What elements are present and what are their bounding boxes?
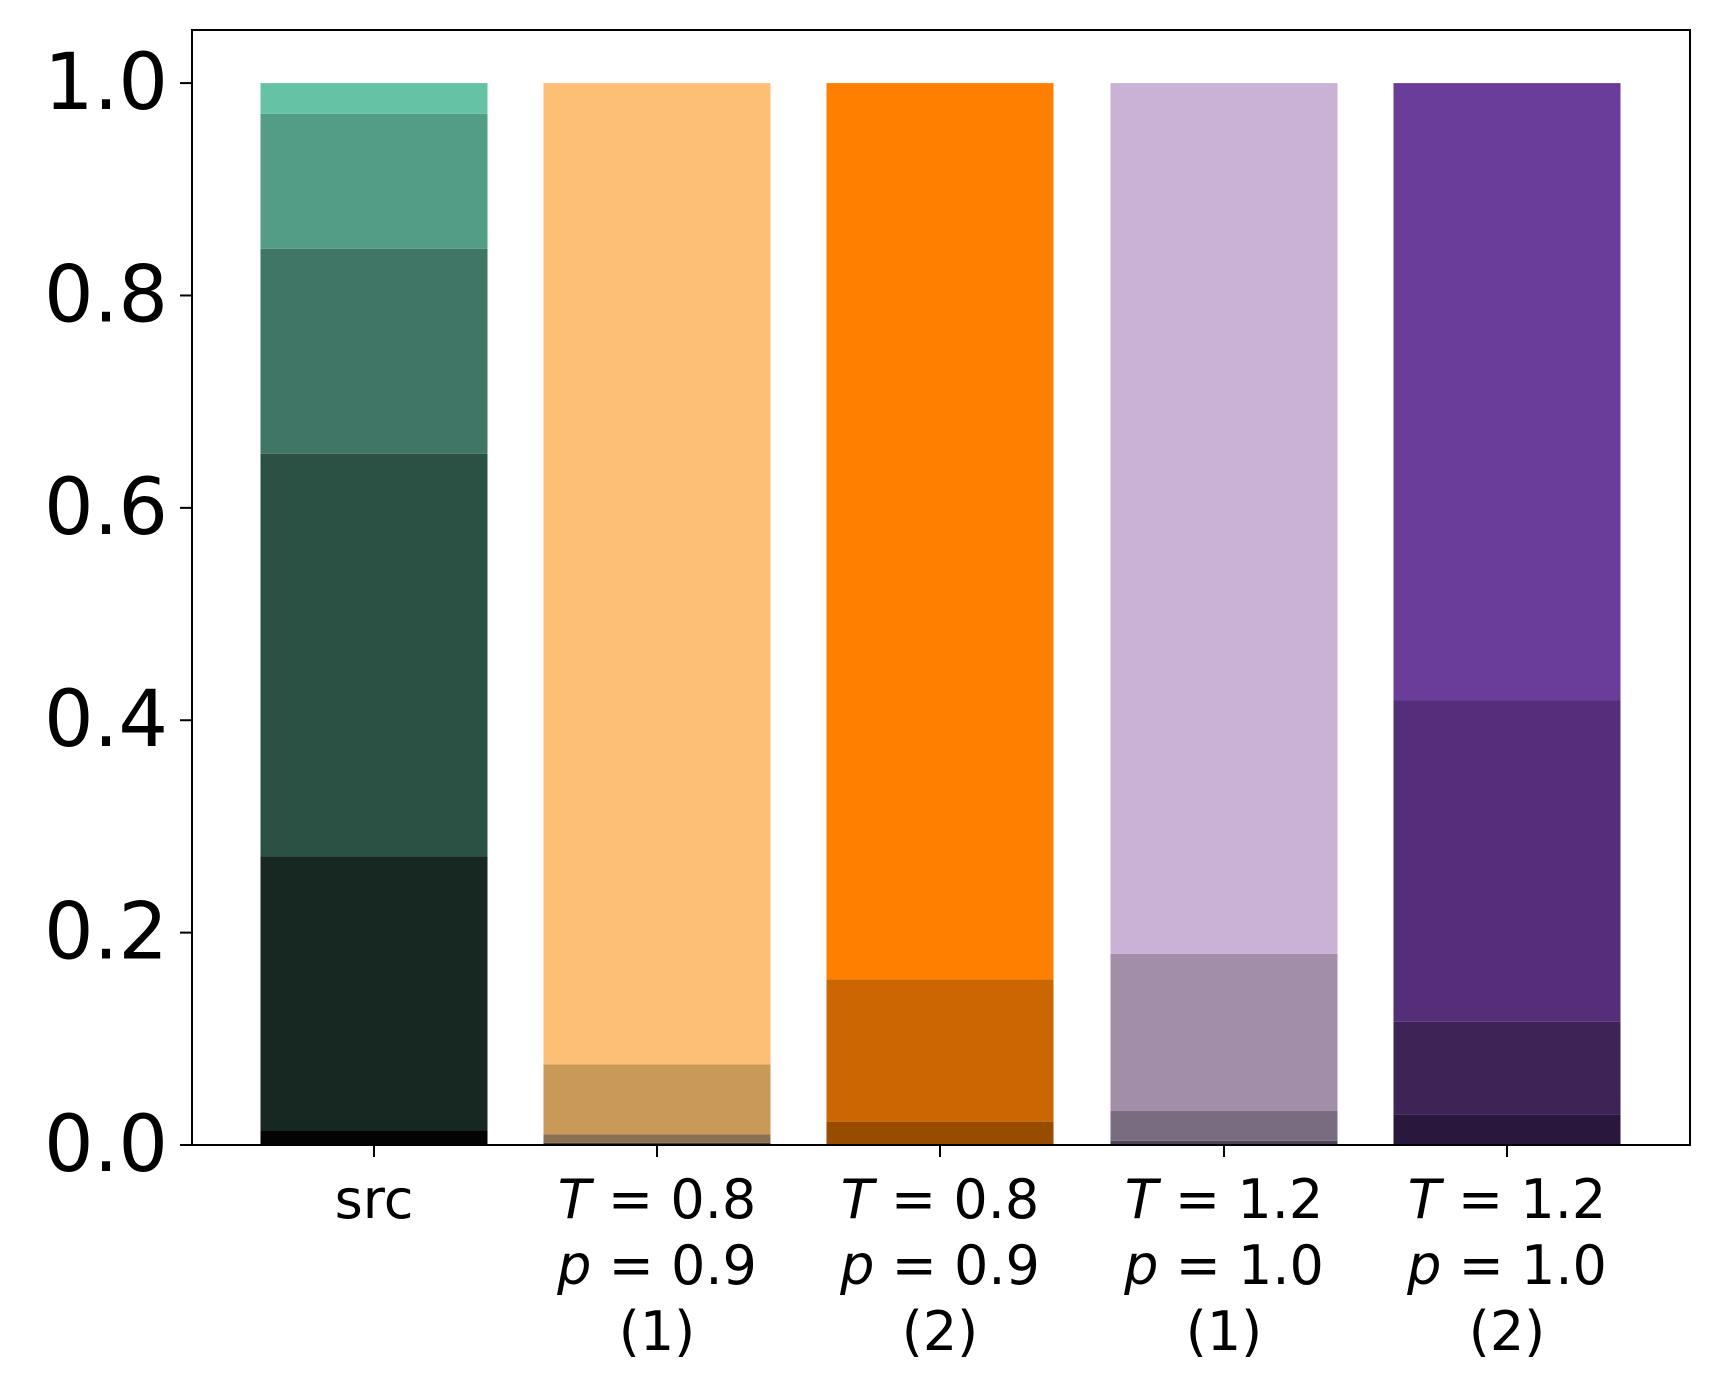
x-tick-label-line: (2) xyxy=(902,1300,979,1363)
math-variable: T xyxy=(841,1168,878,1231)
math-variable: T xyxy=(558,1168,595,1231)
bar-segment-4-4 xyxy=(1110,83,1338,954)
x-tick-label-1: src xyxy=(335,1168,414,1231)
math-value: = 1.2 xyxy=(1441,1168,1606,1231)
x-tick-label-line: p = 0.9 xyxy=(556,1234,757,1297)
x-tick-label-4: T = 1.2p = 1.0(1) xyxy=(1123,1168,1324,1363)
bar-segment-1-4 xyxy=(260,248,488,454)
x-tick-label-line: (2) xyxy=(1469,1300,1546,1363)
x-tick-label-line: (1) xyxy=(619,1300,696,1363)
bar-segment-4-1 xyxy=(1110,1140,1338,1145)
bar-stack-1 xyxy=(260,83,488,1145)
bar-segment-1-2 xyxy=(260,856,488,1131)
math-variable: p xyxy=(839,1234,874,1297)
bar-segment-3-2 xyxy=(826,979,1054,1122)
bar-segment-1-6 xyxy=(260,83,488,114)
bar-stack-3 xyxy=(826,83,1054,1145)
bar-segment-2-3 xyxy=(543,1064,771,1135)
bar-stack-4 xyxy=(1110,83,1338,1145)
y-tick-label: 0.8 xyxy=(44,250,168,340)
bar-segment-2-2 xyxy=(543,1134,771,1143)
bar-segment-4-2 xyxy=(1110,1111,1338,1141)
bar-stack-2 xyxy=(543,83,771,1145)
math-value: = 0.8 xyxy=(874,1168,1039,1231)
bar-segment-1-5 xyxy=(260,113,488,249)
math-value: = 1.0 xyxy=(1441,1234,1606,1297)
bar-segment-5-4 xyxy=(1393,83,1621,701)
x-axis: src T = 0.8p = 0.9(1)T = 0.8p = 0.9(2)T =… xyxy=(335,1145,1607,1363)
x-tick-label-line: p = 0.9 xyxy=(839,1234,1040,1297)
bar-segment-5-3 xyxy=(1393,700,1621,1022)
bar-segment-3-1 xyxy=(826,1121,1054,1145)
math-value: = 0.9 xyxy=(591,1234,756,1297)
bar-segment-1-1 xyxy=(260,1130,488,1145)
x-tick-label-line: T = 0.8 xyxy=(841,1168,1039,1231)
math-variable: T xyxy=(1408,1168,1445,1231)
y-tick-label: 0.4 xyxy=(44,675,168,765)
x-tick-label-line: (1) xyxy=(1186,1300,1263,1363)
math-variable: p xyxy=(556,1234,591,1297)
y-tick-label: 0.6 xyxy=(44,463,168,553)
math-value: = 1.0 xyxy=(1158,1234,1323,1297)
math-variable: T xyxy=(1125,1168,1162,1231)
bar-segment-1-3 xyxy=(260,453,488,857)
math-value: = 0.9 xyxy=(874,1234,1039,1297)
bars-layer xyxy=(260,83,1621,1145)
x-tick-label-2: T = 0.8p = 0.9(1) xyxy=(556,1168,757,1363)
bar-segment-5-1 xyxy=(1393,1114,1621,1145)
x-tick-label-5: T = 1.2p = 1.0(2) xyxy=(1406,1168,1607,1363)
math-variable: p xyxy=(1406,1234,1441,1297)
bar-segment-4-3 xyxy=(1110,953,1338,1112)
x-tick-label-line: T = 1.2 xyxy=(1408,1168,1606,1231)
math-variable: p xyxy=(1123,1234,1158,1297)
bar-segment-5-2 xyxy=(1393,1021,1621,1115)
math-value: = 1.2 xyxy=(1158,1168,1323,1231)
bar-segment-2-1 xyxy=(543,1142,771,1145)
bar-segment-3-3 xyxy=(826,83,1054,980)
y-tick-label: 0.0 xyxy=(44,1100,168,1190)
x-tick-label-line: T = 0.8 xyxy=(558,1168,756,1231)
x-tick-label-3: T = 0.8p = 0.9(2) xyxy=(839,1168,1040,1363)
y-axis: 0.0 0.2 0.4 0.6 0.8 1.0 xyxy=(44,38,192,1190)
bar-segment-2-4 xyxy=(543,83,771,1065)
math-value: = 0.8 xyxy=(591,1168,756,1231)
x-tick-label-line: T = 1.2 xyxy=(1125,1168,1323,1231)
x-tick-label-line: src xyxy=(335,1168,414,1231)
x-tick-label-line: p = 1.0 xyxy=(1406,1234,1607,1297)
x-tick-label-line: p = 1.0 xyxy=(1123,1234,1324,1297)
y-tick-label: 0.2 xyxy=(44,888,168,978)
bar-stack-5 xyxy=(1393,83,1621,1145)
y-tick-label: 1.0 xyxy=(44,38,168,128)
